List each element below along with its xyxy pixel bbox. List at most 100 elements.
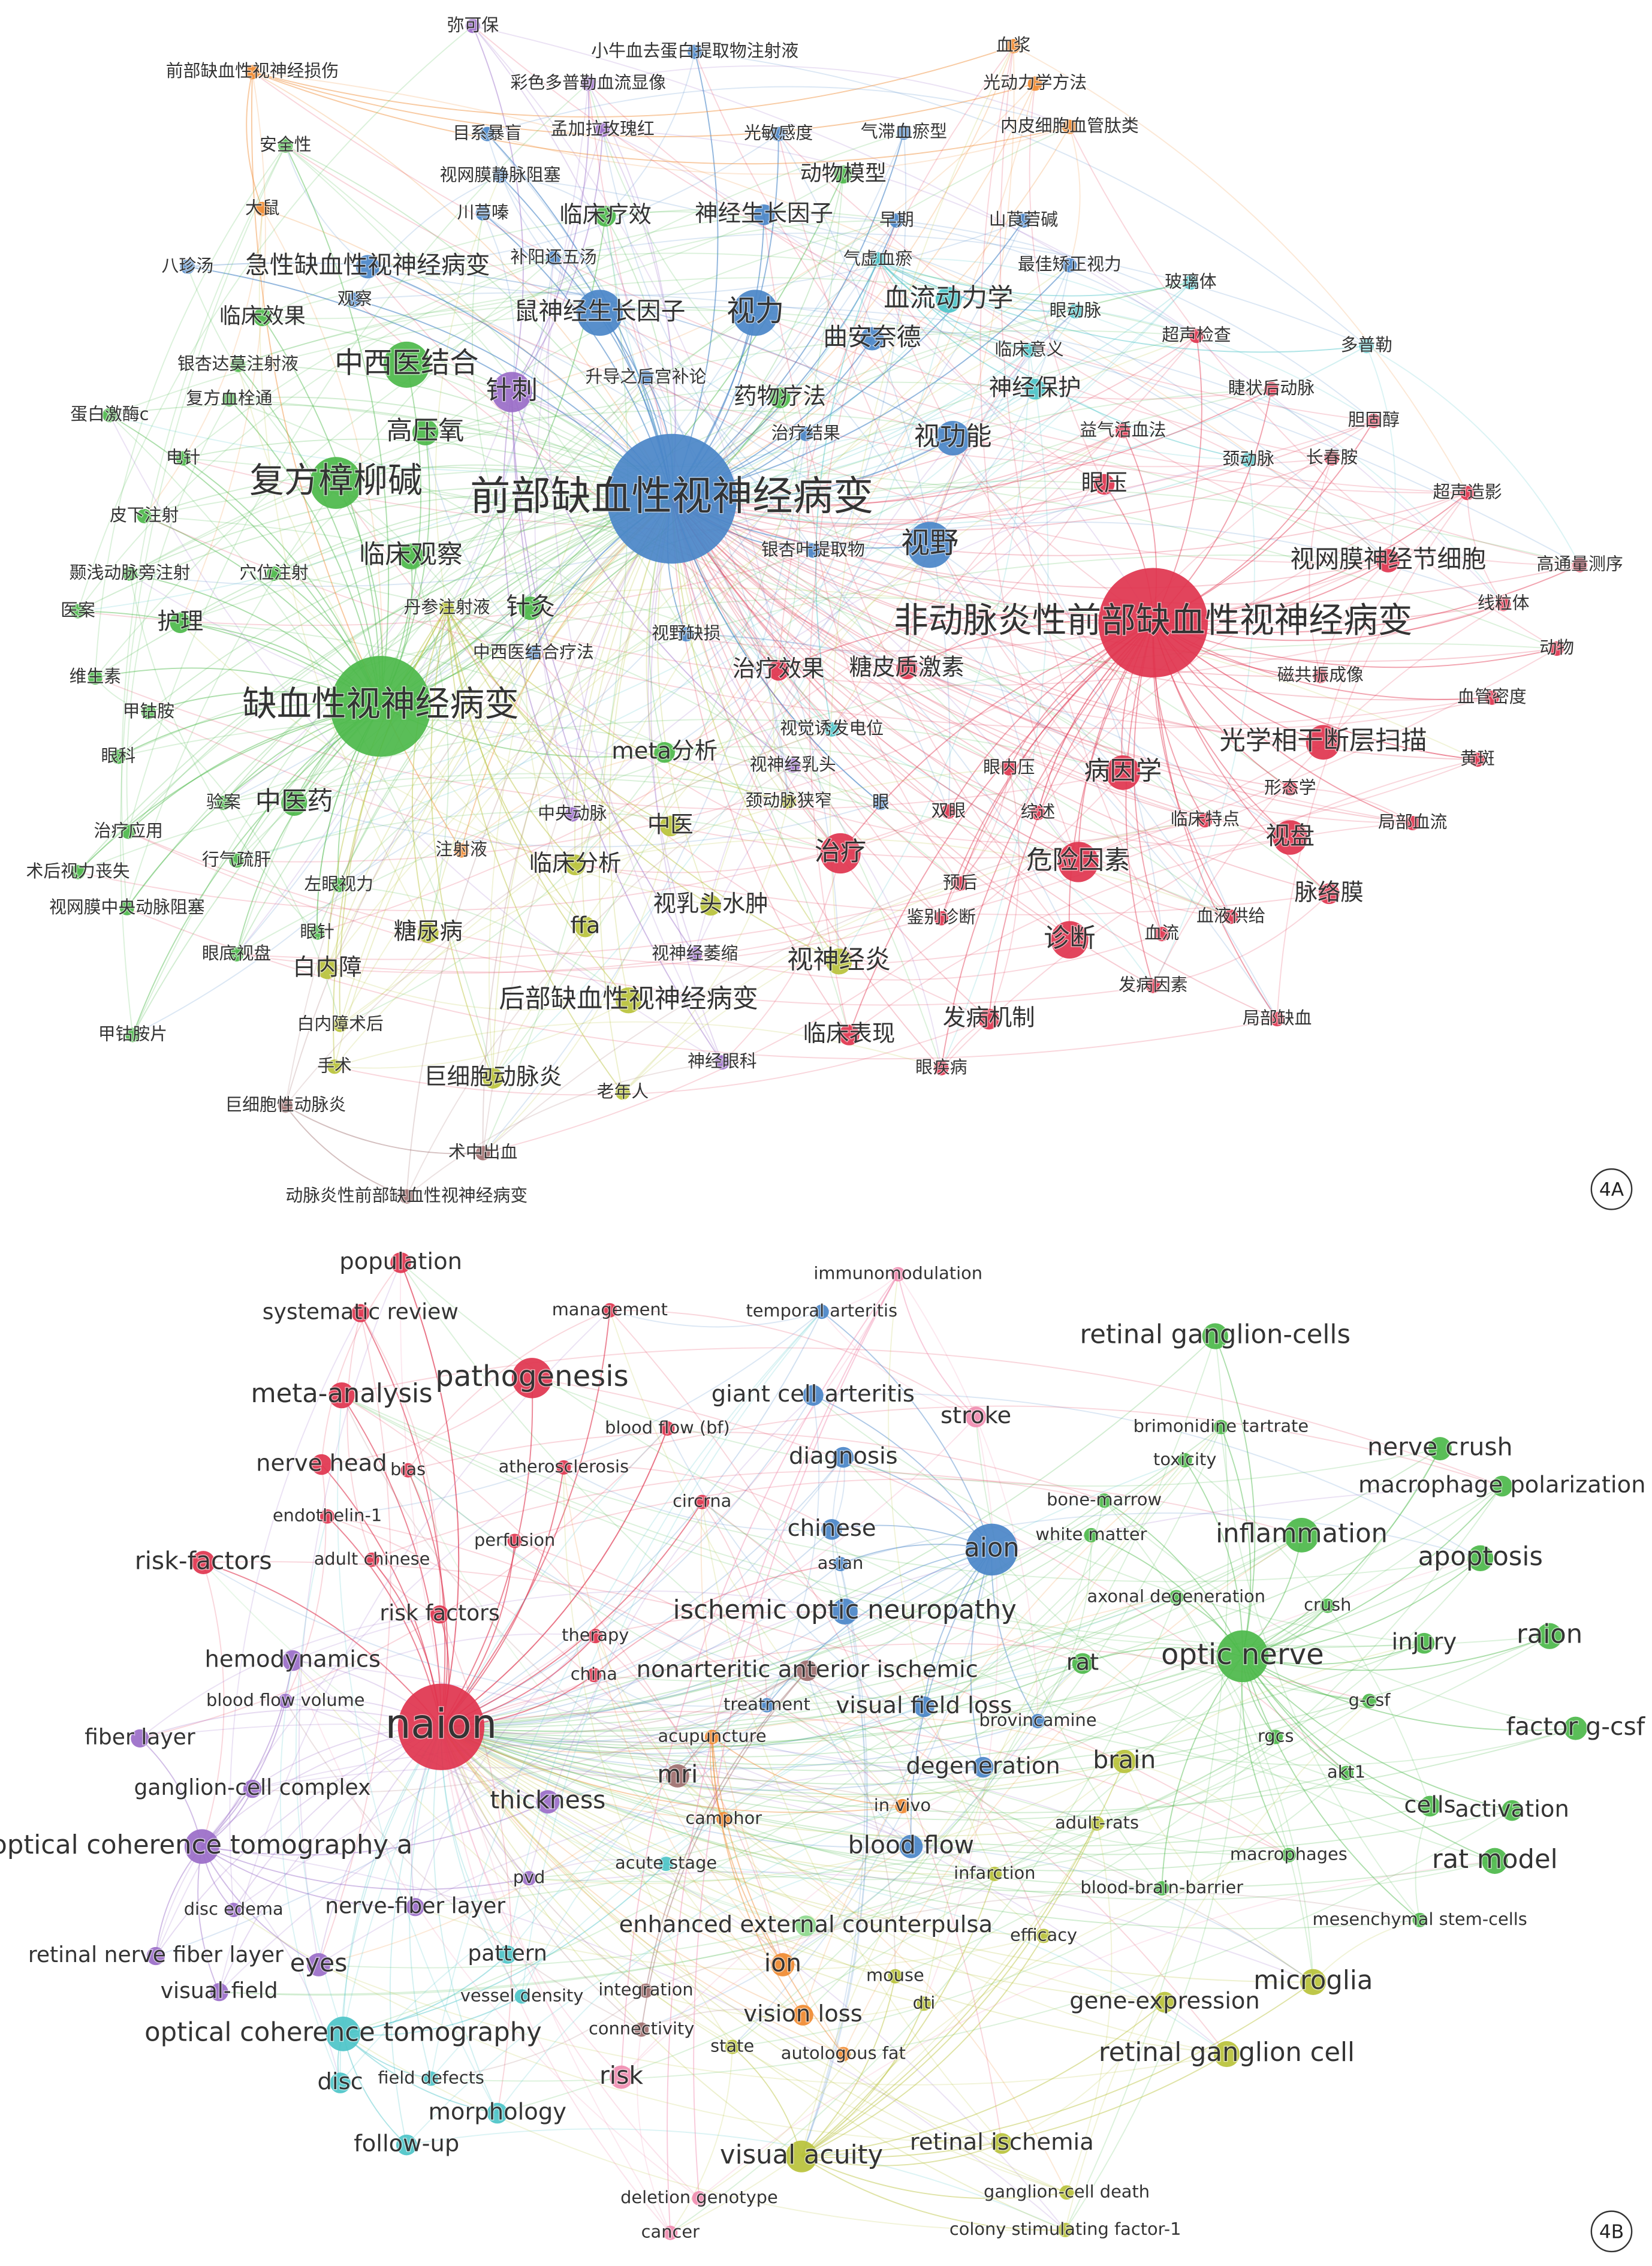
edge bbox=[155, 1788, 253, 1957]
edge bbox=[671, 498, 840, 962]
node-label: 视乳头水肿 bbox=[653, 891, 768, 918]
edge bbox=[129, 486, 672, 574]
node bbox=[319, 1509, 335, 1524]
edge bbox=[380, 282, 1191, 707]
edge bbox=[671, 498, 1278, 1020]
node bbox=[119, 900, 134, 915]
edge bbox=[77, 25, 474, 611]
edge bbox=[441, 1726, 1125, 1798]
edge bbox=[77, 257, 554, 612]
node bbox=[546, 251, 561, 266]
node bbox=[638, 1983, 653, 1998]
node bbox=[176, 451, 191, 466]
edge bbox=[766, 1395, 820, 1706]
badge-text: 4B bbox=[1599, 2222, 1624, 2243]
node bbox=[814, 1304, 829, 1319]
edge bbox=[236, 648, 1557, 960]
node-label: 中西医结合疗法 bbox=[473, 641, 594, 662]
edge bbox=[414, 1635, 596, 1908]
node-label: ffa bbox=[570, 912, 600, 939]
node bbox=[325, 2017, 361, 2051]
edge bbox=[671, 498, 1330, 894]
edge bbox=[598, 498, 673, 1093]
node-label: state bbox=[710, 2036, 754, 2056]
edge bbox=[441, 1726, 1495, 1888]
edge bbox=[732, 1549, 993, 2048]
edge bbox=[441, 1726, 903, 1813]
edge bbox=[767, 1535, 1303, 1706]
edge bbox=[95, 677, 1123, 810]
edge bbox=[563, 1405, 1503, 1487]
edge bbox=[821, 1311, 976, 1418]
node-label: acute stage bbox=[615, 1852, 717, 1873]
edge bbox=[262, 208, 673, 499]
edge bbox=[641, 2008, 803, 2030]
edge bbox=[802, 1500, 1105, 2016]
node bbox=[1270, 1012, 1285, 1027]
node-label: 治疗结果 bbox=[771, 423, 840, 443]
node bbox=[695, 1494, 710, 1509]
node-label: 巨细胞性动脉炎 bbox=[225, 1094, 346, 1114]
edge bbox=[645, 377, 1278, 1020]
edge bbox=[431, 1990, 647, 2080]
edge bbox=[593, 1535, 1302, 1682]
edge bbox=[341, 1394, 1481, 1583]
edge bbox=[801, 2156, 1066, 2231]
node-label: 视功能 bbox=[914, 421, 992, 451]
edge bbox=[710, 544, 930, 906]
node-label: 动脉炎性前部缺血性视神经病变 bbox=[285, 1185, 527, 1206]
edge bbox=[441, 1426, 1222, 1728]
edge bbox=[1078, 861, 1231, 918]
node-label: visual field loss bbox=[836, 1692, 1012, 1719]
edge bbox=[489, 377, 647, 1078]
node bbox=[1202, 1323, 1228, 1349]
node bbox=[1482, 1848, 1508, 1874]
node-label: 手术 bbox=[317, 1055, 352, 1075]
node-label: disc bbox=[318, 2068, 363, 2095]
node-label: 视网膜神经节细胞 bbox=[1290, 544, 1486, 573]
node bbox=[1072, 1653, 1093, 1674]
node bbox=[125, 1027, 140, 1042]
edge bbox=[563, 1467, 832, 1531]
edge bbox=[1152, 459, 1255, 987]
edge bbox=[441, 1428, 668, 1728]
edge bbox=[694, 484, 1105, 955]
edge bbox=[354, 299, 1413, 824]
node bbox=[282, 1650, 303, 1671]
node bbox=[1002, 761, 1017, 776]
edge bbox=[1242, 1557, 1481, 1657]
edge bbox=[602, 129, 1154, 623]
node-label: population bbox=[339, 1248, 462, 1275]
edge bbox=[441, 1310, 611, 1728]
edge bbox=[183, 457, 1330, 894]
edge bbox=[670, 2047, 733, 2234]
node-label: 蛋白激酶c bbox=[70, 404, 149, 424]
node bbox=[1213, 1420, 1228, 1435]
node bbox=[518, 596, 542, 620]
edge bbox=[755, 312, 1272, 400]
edge bbox=[441, 1485, 1503, 1732]
node bbox=[820, 833, 861, 874]
edge bbox=[553, 232, 1367, 346]
node bbox=[184, 1829, 219, 1864]
edge bbox=[77, 498, 672, 873]
edge bbox=[109, 415, 723, 1063]
edge bbox=[236, 377, 647, 955]
node-label: white matter bbox=[1035, 1524, 1147, 1544]
edge bbox=[441, 1378, 533, 1728]
node bbox=[659, 1857, 674, 1872]
edge bbox=[236, 810, 841, 861]
edge bbox=[285, 144, 673, 499]
edge bbox=[693, 1274, 899, 2199]
edge bbox=[441, 1605, 1328, 1747]
node bbox=[972, 1756, 994, 1778]
edge bbox=[622, 801, 789, 1093]
node bbox=[475, 206, 490, 221]
edge bbox=[273, 573, 671, 827]
edge bbox=[792, 765, 942, 1068]
edge bbox=[1065, 1336, 1229, 2231]
edge bbox=[530, 560, 1389, 652]
edge bbox=[593, 1563, 841, 1676]
panel-badge: 4A bbox=[1590, 1168, 1633, 1210]
node-label: 彩色多普勒血流显像 bbox=[510, 72, 666, 92]
